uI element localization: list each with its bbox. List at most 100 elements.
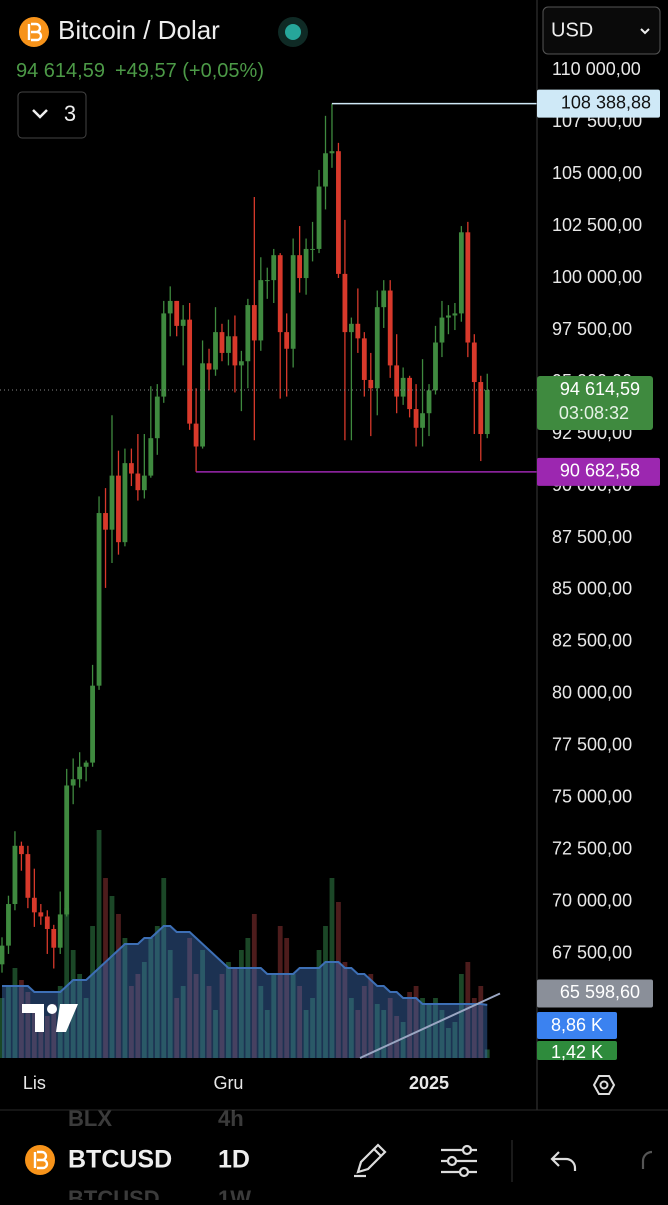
- candle-body: [400, 377, 406, 397]
- price-badge: [537, 457, 660, 486]
- volume-bar: [342, 962, 348, 1058]
- volume-bar: [51, 1004, 57, 1058]
- volume-bar: [200, 950, 205, 1058]
- volume-bar: [6, 986, 11, 1058]
- candle-body: [122, 463, 128, 543]
- tradingview-logo: [22, 1004, 78, 1032]
- market-status: [285, 24, 301, 40]
- candle-body: [12, 845, 18, 905]
- candle-body: [484, 390, 490, 435]
- candle-body: [51, 928, 57, 948]
- volume-bar: [336, 902, 341, 1058]
- volume-bar: [129, 986, 134, 1058]
- toolbar-symbol[interactable]: BTCUSD: [25, 1145, 172, 1175]
- y-tick-label: 87 500,00: [552, 527, 632, 547]
- volume-bar: [400, 1022, 406, 1058]
- volume-bar: [387, 998, 393, 1058]
- candle-body: [148, 438, 154, 476]
- candle-body: [70, 779, 76, 786]
- candle-body: [394, 365, 400, 397]
- candle-body: [57, 914, 63, 948]
- volume-bar: [413, 986, 419, 1058]
- volume-ma-line: [2, 925, 488, 1006]
- volume-bar: [19, 980, 24, 1058]
- redo-button[interactable]: [641, 1150, 653, 1169]
- currency-select[interactable]: USD: [542, 6, 661, 55]
- volume-bar: [161, 878, 167, 1058]
- candle-body: [297, 255, 303, 279]
- volume-bar: [465, 962, 471, 1058]
- y-tick-label: 105 000,00: [552, 163, 642, 183]
- volume-bar: [420, 998, 425, 1058]
- candle-body: [251, 305, 257, 341]
- candle-body: [6, 904, 11, 946]
- candle-body: [96, 513, 102, 686]
- ghost-symbol: BLX: [68, 1106, 112, 1131]
- price-line: 94 614,59 +49,57 (+0,05%): [16, 60, 264, 82]
- candle-body: [284, 332, 290, 349]
- y-tick-label: 110 000,00: [552, 59, 641, 79]
- volume-bar: [368, 974, 374, 1058]
- candle-body: [31, 897, 37, 913]
- indicators-count: 3: [64, 101, 76, 126]
- candle-body: [38, 912, 44, 917]
- candle-body: [361, 338, 367, 380]
- undo-button[interactable]: [550, 1151, 577, 1171]
- candle-body: [471, 342, 477, 383]
- candle-body: [135, 473, 141, 491]
- candle-body: [180, 319, 186, 326]
- volume-label: 1,42 K: [551, 1042, 603, 1062]
- candle-body: [381, 290, 387, 308]
- volume-bar: [180, 986, 186, 1058]
- draw-button[interactable]: [354, 1143, 387, 1178]
- badges: 108 388,88 90 682,58 94 614,59 03:08:32 65 5…: [537, 89, 660, 1062]
- candle-body: [232, 336, 238, 366]
- volume-bar: [44, 1016, 50, 1058]
- volume-bar: [122, 938, 128, 1058]
- volume-bar: [226, 962, 231, 1058]
- candle-body: [336, 151, 341, 274]
- indicators-toggle[interactable]: 3: [17, 91, 87, 139]
- y-tick-label: 97 500,00: [552, 319, 632, 339]
- candle-body: [25, 854, 31, 898]
- y-tick-label: 80 000,00: [552, 683, 632, 703]
- candle-body: [226, 336, 231, 353]
- settings-button[interactable]: [592, 1075, 616, 1095]
- price-badge: [537, 89, 660, 118]
- volume-bar: [374, 1004, 380, 1058]
- volume-bar: [187, 938, 193, 1058]
- volume-bar: [31, 1010, 37, 1058]
- candle-body: [355, 323, 361, 339]
- volume-bar: [232, 968, 238, 1058]
- candle-body: [264, 280, 270, 282]
- volume-bar: [381, 1010, 387, 1058]
- candle-body: [323, 153, 328, 187]
- volume-bar: [251, 914, 257, 1058]
- interval[interactable]: 1D: [218, 1146, 250, 1174]
- candle-body: [342, 273, 348, 333]
- y-tick-label: 102 500,00: [552, 215, 642, 235]
- candle-body: [141, 475, 147, 491]
- candle-body: [206, 363, 212, 370]
- volume-bar: [174, 998, 180, 1058]
- volume-bar: [303, 1010, 309, 1058]
- y-tick-label: 82 500,00: [552, 631, 632, 651]
- y-tick-label: 100 000,00: [552, 267, 642, 287]
- volume-bar: [103, 878, 108, 1058]
- last-price-label: 94 614,59: [560, 379, 640, 399]
- volume-ma-label: 8,86 K: [551, 1015, 603, 1035]
- bar-countdown: 03:08:32: [559, 403, 629, 423]
- candle-body: [290, 255, 296, 349]
- plot: [0, 102, 537, 1059]
- volume-bar: [407, 992, 413, 1058]
- candle-body: [310, 248, 315, 250]
- candle-body: [426, 390, 432, 414]
- volume-bar: [484, 1049, 490, 1058]
- volume-bar: [154, 926, 160, 1058]
- indicators-button[interactable]: [441, 1144, 477, 1178]
- bitcoin-icon: [19, 17, 49, 47]
- candle-body: [193, 423, 199, 447]
- candle-body: [161, 313, 167, 397]
- candle-body: [433, 342, 438, 391]
